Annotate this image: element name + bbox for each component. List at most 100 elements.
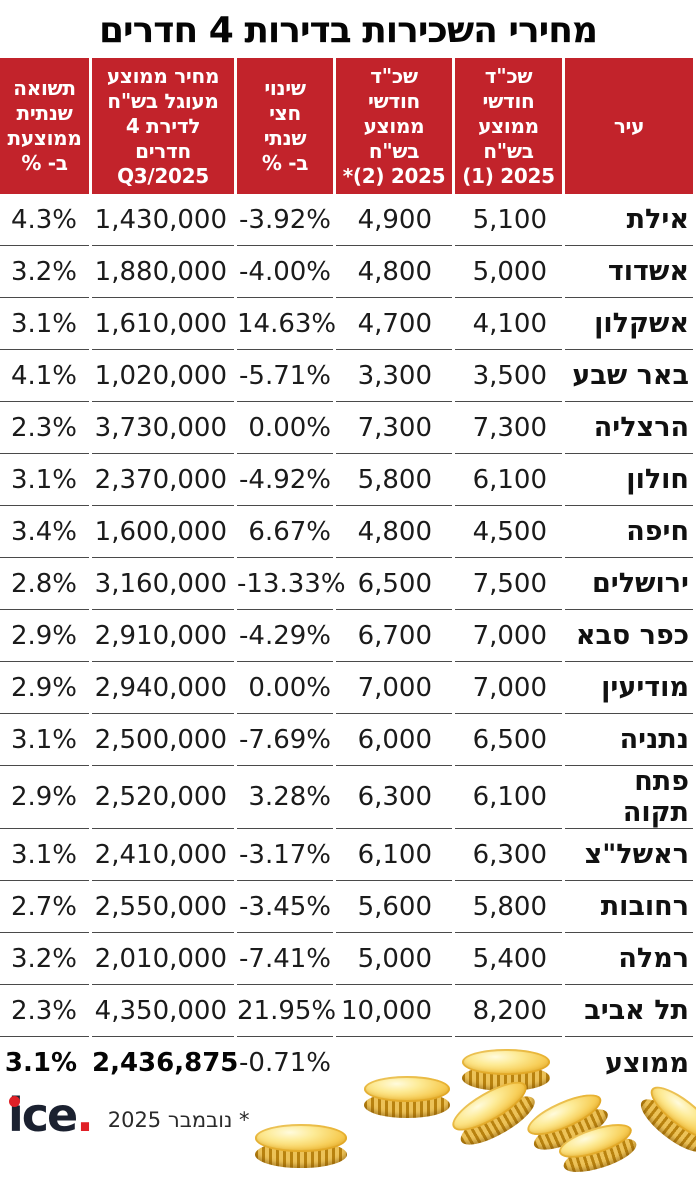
cell-price: 1,020,000 (92, 350, 234, 402)
header-avg-price: מחיר ממוצע מעוגל בש"ח לדירת 4 חדרים ⁦Q3/… (92, 58, 234, 194)
cell-change: -4.92% (237, 454, 333, 506)
cell-yield: 2.3% (0, 985, 89, 1037)
table-row: חולון 6,100 5,800 -4.92% 2,370,000 3.1% (0, 454, 693, 506)
cell-city: אשדוד (565, 246, 693, 298)
cell-yield: 2.9% (0, 766, 89, 829)
cell-change: -7.69% (237, 714, 333, 766)
cell-city: מודיעין (565, 662, 693, 714)
cell-rent1: 7,000 (455, 662, 562, 714)
cell-rent1: 6,100 (455, 766, 562, 829)
cell-price: 2,370,000 (92, 454, 234, 506)
cell-yield: 3.2% (0, 933, 89, 985)
cell-rent2: 6,300 (336, 766, 452, 829)
header-city: עיר (565, 58, 693, 194)
table-row: נתניה 6,500 6,000 -7.69% 2,500,000 3.1% (0, 714, 693, 766)
cell-city: אשקלון (565, 298, 693, 350)
cell-rent2: 6,100 (336, 829, 452, 881)
page-title: מחירי השכירות בדירות 4 חדרים (98, 10, 598, 51)
cell-rent1 (455, 1037, 562, 1089)
cell-price: 1,880,000 (92, 246, 234, 298)
cell-yield: 2.3% (0, 402, 89, 454)
cell-rent1: 5,000 (455, 246, 562, 298)
gold-coin-icon (522, 1086, 614, 1160)
cell-rent2: 5,600 (336, 881, 452, 933)
gold-coin-icon (633, 1078, 696, 1162)
cell-city: אילת (565, 194, 693, 246)
cell-rent1: 7,000 (455, 610, 562, 662)
cell-price: 3,160,000 (92, 558, 234, 610)
cell-yield: 4.1% (0, 350, 89, 402)
cell-rent2: 4,700 (336, 298, 452, 350)
cell-price: 1,430,000 (92, 194, 234, 246)
cell-change: -3.92% (237, 194, 333, 246)
cell-rent1: 7,500 (455, 558, 562, 610)
cell-change: 3.28% (237, 766, 333, 829)
cell-price: 2,520,000 (92, 766, 234, 829)
cell-rent2: 7,000 (336, 662, 452, 714)
cell-change: -13.33% (237, 558, 346, 610)
cell-rent2 (336, 1037, 452, 1089)
cell-city: הרצליה (565, 402, 693, 454)
cell-yield: 2.9% (0, 662, 89, 714)
table-row: רחובות 5,800 5,600 -3.45% 2,550,000 2.7% (0, 881, 693, 933)
table-row: באר שבע 3,500 3,300 -5.71% 1,020,000 4.1% (0, 350, 693, 402)
cell-price: 2,436,875 (92, 1048, 239, 1078)
cell-rent2: 7,300 (336, 402, 452, 454)
header-annual-yield: תשואה שנתית ממוצעת ב- % (0, 58, 89, 194)
cell-price: 1,600,000 (92, 506, 234, 558)
cell-rent1: 4,100 (455, 298, 562, 350)
cell-rent1: 6,300 (455, 829, 562, 881)
gold-coin-icon (255, 1124, 347, 1170)
table-row: ראשל"צ 6,300 6,100 -3.17% 2,410,000 3.1% (0, 829, 693, 881)
cell-change: -5.71% (237, 350, 333, 402)
cell-rent1: 5,800 (455, 881, 562, 933)
cell-yield: 4.3% (0, 194, 89, 246)
cell-city: פתח תקוה (565, 766, 693, 829)
rent-prices-table: עיר שכ"ד חודשי ממוצע בש"ח ⁦(1) 2025⁩ שכ"… (0, 58, 696, 1089)
cell-price: 2,410,000 (92, 829, 234, 881)
cell-yield: 3.1% (0, 829, 89, 881)
gold-coin-icon (555, 1117, 641, 1180)
cell-change: -3.45% (237, 881, 333, 933)
table-row: פתח תקוה 6,100 6,300 3.28% 2,520,000 2.9% (0, 766, 693, 829)
cell-city: באר שבע (565, 350, 693, 402)
ice-logo-red-dot-icon (9, 1096, 20, 1107)
cell-city: רמלה (565, 933, 693, 985)
header-rent-2025-2: שכ"ד חודשי ממוצע בש"ח ⁦*(2) 2025⁩ (336, 58, 452, 194)
cell-rent1: 7,300 (455, 402, 562, 454)
cell-change: 0.00% (237, 662, 333, 714)
footer: ice. * נובמבר 2025 (8, 1092, 250, 1138)
average-row: ממוצע -0.71% 2,436,875 3.1% (0, 1037, 693, 1089)
cell-rent1: 6,100 (455, 454, 562, 506)
cell-change: -3.17% (237, 829, 333, 881)
cell-change: -4.29% (237, 610, 333, 662)
cell-change: -4.00% (237, 246, 333, 298)
cell-city: חיפה (565, 506, 693, 558)
header-rent-2025-1: שכ"ד חודשי ממוצע בש"ח ⁦(1) 2025⁩ (455, 58, 562, 194)
cell-yield: 3.1% (0, 454, 89, 506)
cell-city: חולון (565, 454, 693, 506)
cell-rent2: 6,500 (336, 558, 452, 610)
cell-rent2: 6,000 (336, 714, 452, 766)
table-row: כפר סבא 7,000 6,700 -4.29% 2,910,000 2.9% (0, 610, 693, 662)
cell-city: ראשל"צ (565, 829, 693, 881)
cell-change: 6.67% (237, 506, 333, 558)
cell-yield: 2.7% (0, 881, 89, 933)
cell-price: 2,010,000 (92, 933, 234, 985)
cell-price: 2,940,000 (92, 662, 234, 714)
cell-city: רחובות (565, 881, 693, 933)
table-row: תל אביב 8,200 10,000 21.95% 4,350,000 2.3% (0, 985, 693, 1037)
table-row: ירושלים 7,500 6,500 -13.33% 3,160,000 2.8% (0, 558, 693, 610)
cell-change: 21.95% (237, 985, 336, 1037)
cell-city: ממוצע (605, 1047, 689, 1079)
cell-yield: 3.2% (0, 246, 89, 298)
table-row: אילת 5,100 4,900 -3.92% 1,430,000 4.3% (0, 194, 693, 246)
table-row: מודיעין 7,000 7,000 0.00% 2,940,000 2.9% (0, 662, 693, 714)
table-row: אשקלון 4,100 4,700 14.63% 1,610,000 3.1% (0, 298, 693, 350)
table-row: רמלה 5,400 5,000 -7.41% 2,010,000 3.2% (0, 933, 693, 985)
table-row: אשדוד 5,000 4,800 -4.00% 1,880,000 3.2% (0, 246, 693, 298)
cell-rent2: 4,800 (336, 506, 452, 558)
cell-city: נתניה (565, 714, 693, 766)
table-body: אילת 5,100 4,900 -3.92% 1,430,000 4.3% אשדוד 5,… (0, 194, 693, 1089)
cell-rent2: 5,800 (336, 454, 452, 506)
